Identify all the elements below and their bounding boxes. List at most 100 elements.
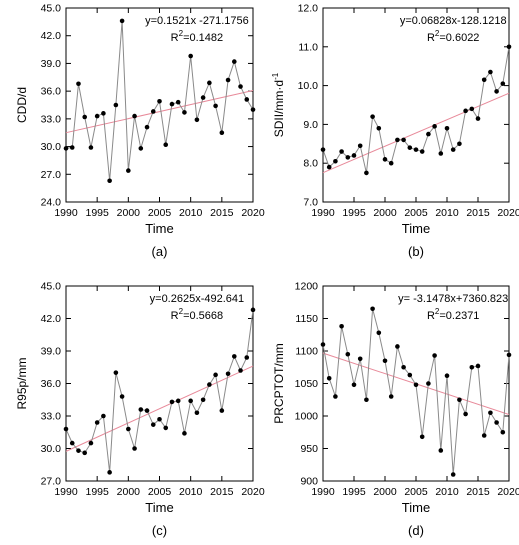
data-point: [94, 113, 100, 119]
data-point: [345, 155, 351, 160]
data-point: [450, 147, 456, 152]
x-tick-label: 2015: [466, 207, 490, 219]
data-point: [188, 53, 193, 59]
data-point: [101, 111, 106, 116]
chart-panel-b: 1990 1995 2000 2005 2010 2015 2020 7.0 8.0 9.0 10.…: [271, 3, 519, 260]
data-point: [238, 84, 243, 89]
y-tick-label: 42.0: [41, 30, 62, 42]
data-point: [364, 170, 369, 176]
y-tick-label: 1150: [295, 313, 318, 325]
data-point: [76, 448, 81, 453]
data-point: [219, 408, 225, 413]
data-point: [395, 344, 400, 349]
data-point: [88, 145, 94, 150]
panel-caption: (c): [152, 523, 167, 538]
chart-panel-c: 1990 1995 2000 2005 2010 2015 2020 27.0 30.0 33.0…: [15, 281, 265, 539]
data-point: [339, 149, 344, 154]
x-tick-label: 2005: [404, 486, 428, 498]
y-tick-label: 9.0: [303, 119, 318, 131]
y-axis-label-text: R95p/mm: [15, 357, 29, 409]
data-point: [132, 446, 137, 451]
r-squared-value: =0.2371: [439, 310, 479, 322]
data-point: [182, 431, 187, 436]
data-point: [113, 102, 119, 108]
data-point: [107, 178, 112, 184]
data-point: [419, 149, 425, 154]
x-tick-label: 1995: [342, 486, 366, 498]
data-point: [163, 142, 169, 148]
data-point: [326, 164, 332, 170]
x-tick-label: 1990: [54, 486, 78, 498]
data-point: [506, 44, 512, 50]
data-point: [475, 116, 481, 121]
data-point: [150, 422, 156, 427]
data-point: [219, 130, 225, 136]
data-point: [401, 137, 406, 143]
data-point: [225, 77, 231, 83]
x-tick-label: 2000: [373, 486, 397, 498]
x-tick-label: 2000: [373, 207, 397, 219]
data-point: [207, 80, 212, 86]
data-point: [188, 398, 193, 404]
data-point: [175, 99, 181, 105]
data-point: [444, 373, 450, 379]
r-squared-sup: 2: [435, 29, 440, 38]
y-axis-label: CDD/d: [15, 87, 29, 123]
data-point: [382, 358, 388, 364]
data-point: [351, 382, 357, 388]
plot-frame: [65, 285, 254, 482]
data-point: [481, 77, 487, 83]
data-point: [238, 368, 243, 373]
series-line: [65, 309, 254, 473]
y-tick-label: 30.0: [41, 141, 62, 153]
data-point: [432, 124, 437, 129]
chart-panel-d: 1990 1995 2000 2005 2010 2015 2020 900 950 1000 10…: [272, 281, 519, 539]
data-point: [345, 351, 351, 357]
y-tick-label: 36.0: [41, 378, 62, 390]
y-tick-label: 8.0: [303, 158, 318, 170]
y-tick-label: 24.0: [41, 197, 62, 209]
data-point: [82, 450, 87, 456]
y-tick-label: 7.0: [303, 197, 318, 209]
data-point: [157, 99, 162, 104]
data-point: [494, 89, 499, 94]
y-tick-label: 1000: [295, 411, 319, 423]
r-squared: R2=0.5668: [171, 307, 223, 322]
data-point: [126, 168, 131, 173]
chart-panel-a: 1990 1995 2000 2005 2010 2015 2020 24.0 27.0 30.0…: [15, 3, 265, 260]
x-tick-label: 2010: [435, 486, 459, 498]
data-point: [401, 364, 406, 370]
r-squared-sup: 2: [179, 307, 184, 316]
data-point: [320, 147, 326, 152]
data-point: [395, 137, 400, 143]
y-tick-label: 1050: [295, 378, 319, 390]
data-point: [506, 352, 512, 358]
x-tick-label: 2020: [497, 486, 519, 498]
y-tick-label: 42.0: [41, 313, 62, 325]
y-axis-label-text: SDII/mm·d: [272, 80, 286, 137]
data-point: [200, 397, 206, 403]
data-point: [457, 141, 462, 147]
data-point: [450, 472, 456, 477]
data-point: [357, 356, 363, 362]
regression-equation: y=0.2625x-492.641: [150, 293, 245, 305]
y-tick-label: 12.0: [298, 3, 319, 15]
data-point: [144, 408, 150, 413]
x-tick-label: 2010: [435, 207, 459, 219]
data-point: [382, 157, 388, 162]
data-point: [194, 117, 200, 123]
data-point: [182, 110, 187, 115]
data-point: [101, 413, 106, 419]
data-point: [494, 420, 499, 425]
x-tick-label: 2015: [210, 207, 234, 219]
x-tick-label: 2000: [117, 486, 141, 498]
data-point: [376, 125, 382, 131]
y-tick-label: 1200: [295, 281, 319, 293]
y-tick-label: 33.0: [41, 113, 62, 125]
data-point: [333, 158, 338, 164]
r-squared-prefix: R: [171, 310, 179, 322]
data-point: [469, 106, 475, 112]
x-axis-label: Time: [145, 221, 173, 236]
x-tick-label: 1990: [54, 207, 78, 219]
data-point: [150, 109, 156, 114]
